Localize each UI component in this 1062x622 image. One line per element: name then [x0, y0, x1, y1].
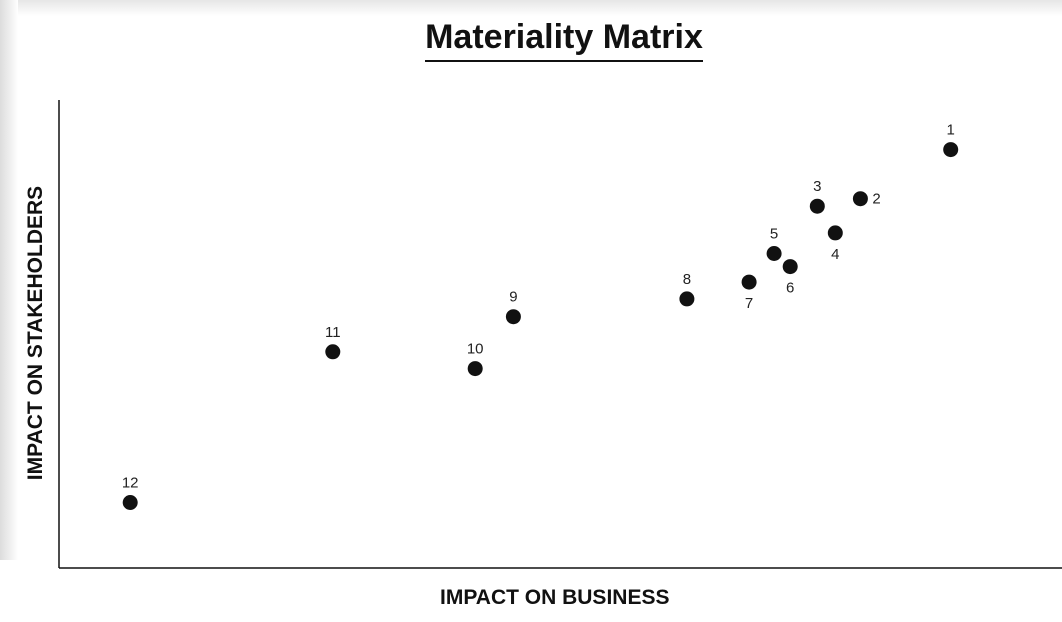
x-axis-label: IMPACT ON BUSINESS — [440, 586, 670, 609]
data-point-label-10: 10 — [467, 341, 484, 358]
data-point-label-11: 11 — [325, 324, 341, 341]
data-point-label-3: 3 — [813, 178, 821, 195]
data-point-11 — [325, 344, 341, 360]
data-point-label-6: 6 — [786, 280, 794, 297]
data-point-3 — [809, 198, 825, 214]
data-point-12 — [122, 495, 138, 510]
data-point-5 — [766, 246, 782, 261]
data-point-label-7: 7 — [745, 295, 753, 312]
data-point-label-5: 5 — [770, 226, 778, 243]
chart-title-text: Materiality Matrix — [425, 18, 703, 62]
data-point-label-8: 8 — [683, 271, 691, 288]
data-point-label-4: 4 — [831, 246, 839, 263]
chart-title: Materiality Matrix — [0, 18, 1062, 62]
data-point-4 — [827, 225, 843, 241]
data-point-10 — [467, 361, 483, 377]
data-point-1 — [943, 142, 959, 158]
data-point-9 — [505, 309, 521, 325]
data-point-8 — [679, 291, 695, 307]
data-point-label-2: 2 — [872, 191, 880, 208]
data-point-label-9: 9 — [509, 289, 517, 306]
top-shading — [0, 0, 1062, 16]
data-point-6 — [782, 259, 798, 275]
data-point-label-1: 1 — [947, 122, 955, 139]
left-shading — [0, 0, 18, 560]
data-point-label-12: 12 — [122, 475, 139, 492]
data-point-2 — [852, 191, 868, 207]
data-point-7 — [741, 274, 757, 290]
